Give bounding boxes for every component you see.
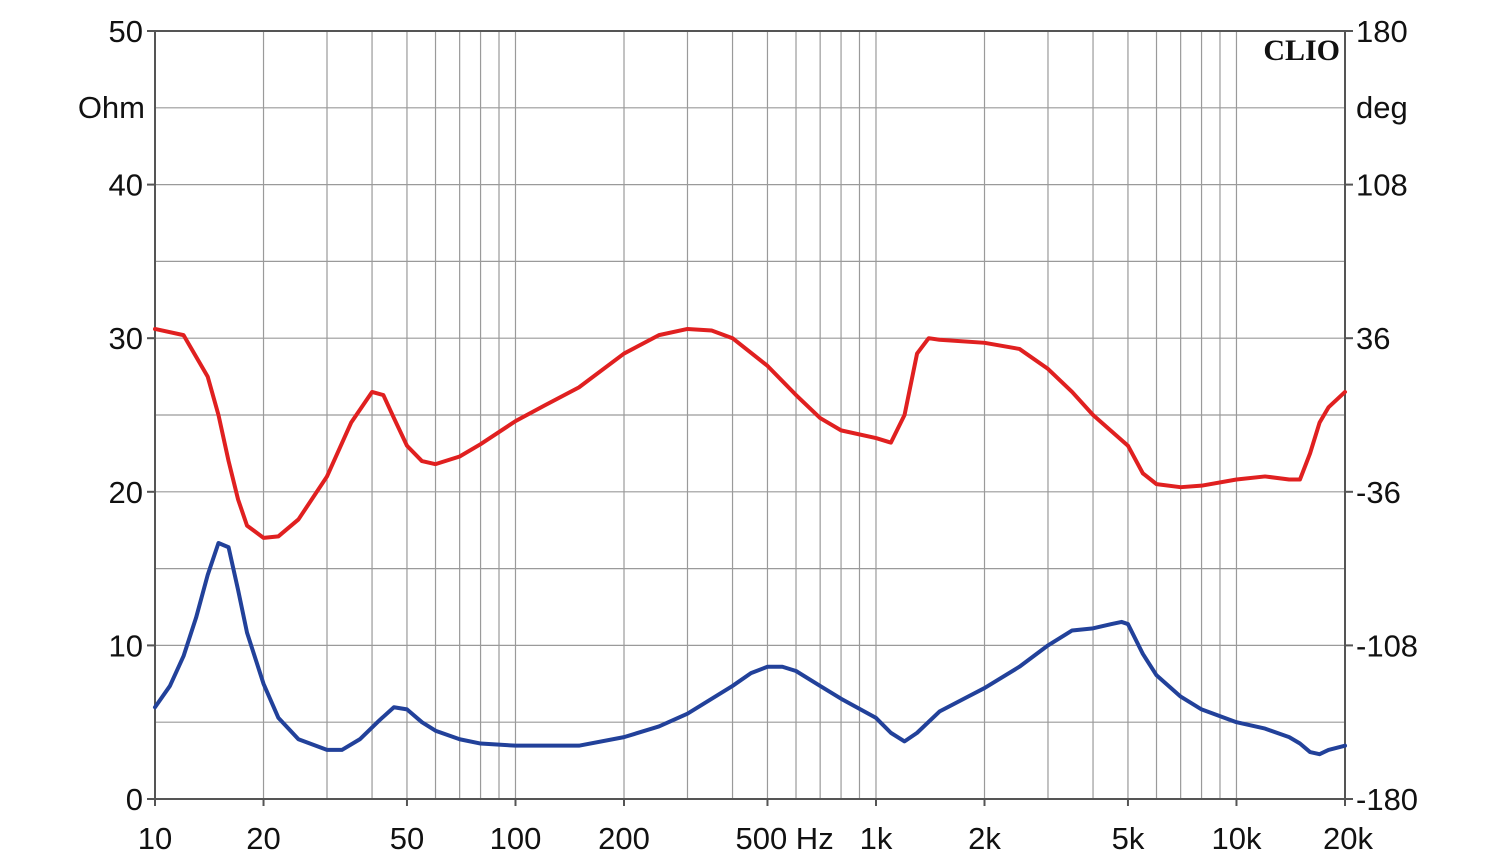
x-tick-label: 200 [598,821,650,856]
y-left-tick-label: 30 [109,321,143,356]
y-left-tick-label: 10 [109,628,143,663]
y-right-tick-label: 180 [1356,14,1408,49]
x-tick-label: 20k [1323,821,1373,856]
x-tick-label: 1k [860,821,893,856]
left-unit-label: Ohm [78,90,145,125]
y-right-tick-label: -36 [1356,475,1401,510]
x-tick-label: 500 Hz [735,821,833,856]
y-left-tick-label: 50 [109,14,143,49]
x-tick-label: 2k [968,821,1001,856]
x-tick-label: 20 [246,821,280,856]
x-tick-label: 50 [390,821,424,856]
series-lines [153,326,1347,757]
impedance-series-line [153,326,1347,540]
x-tick-label: 10 [138,821,172,856]
x-tick-label: 10k [1211,821,1261,856]
y-right-tick-label: 108 [1356,168,1408,203]
plot-frame [147,30,1353,806]
y-right-tick-label: -180 [1356,782,1418,817]
y-right-tick-label: 36 [1356,321,1390,356]
y-left-tick-label: 40 [109,168,143,203]
axis-labels: 0 10 20 30 40 50 -180 -108 -36 36 108 180 10 20 50 100 2… [109,14,1419,856]
x-tick-label: 5k [1112,821,1145,856]
clio-watermark: CLIO [1263,34,1340,67]
plot-border [154,30,1346,800]
y-right-tick-label: -108 [1356,628,1418,663]
y-left-tick-label: 0 [126,782,143,817]
right-unit-label: deg [1356,90,1408,125]
y-left-tick-label: 20 [109,475,143,510]
x-tick-label: 100 [490,821,542,856]
phase-series-line [153,541,1347,757]
